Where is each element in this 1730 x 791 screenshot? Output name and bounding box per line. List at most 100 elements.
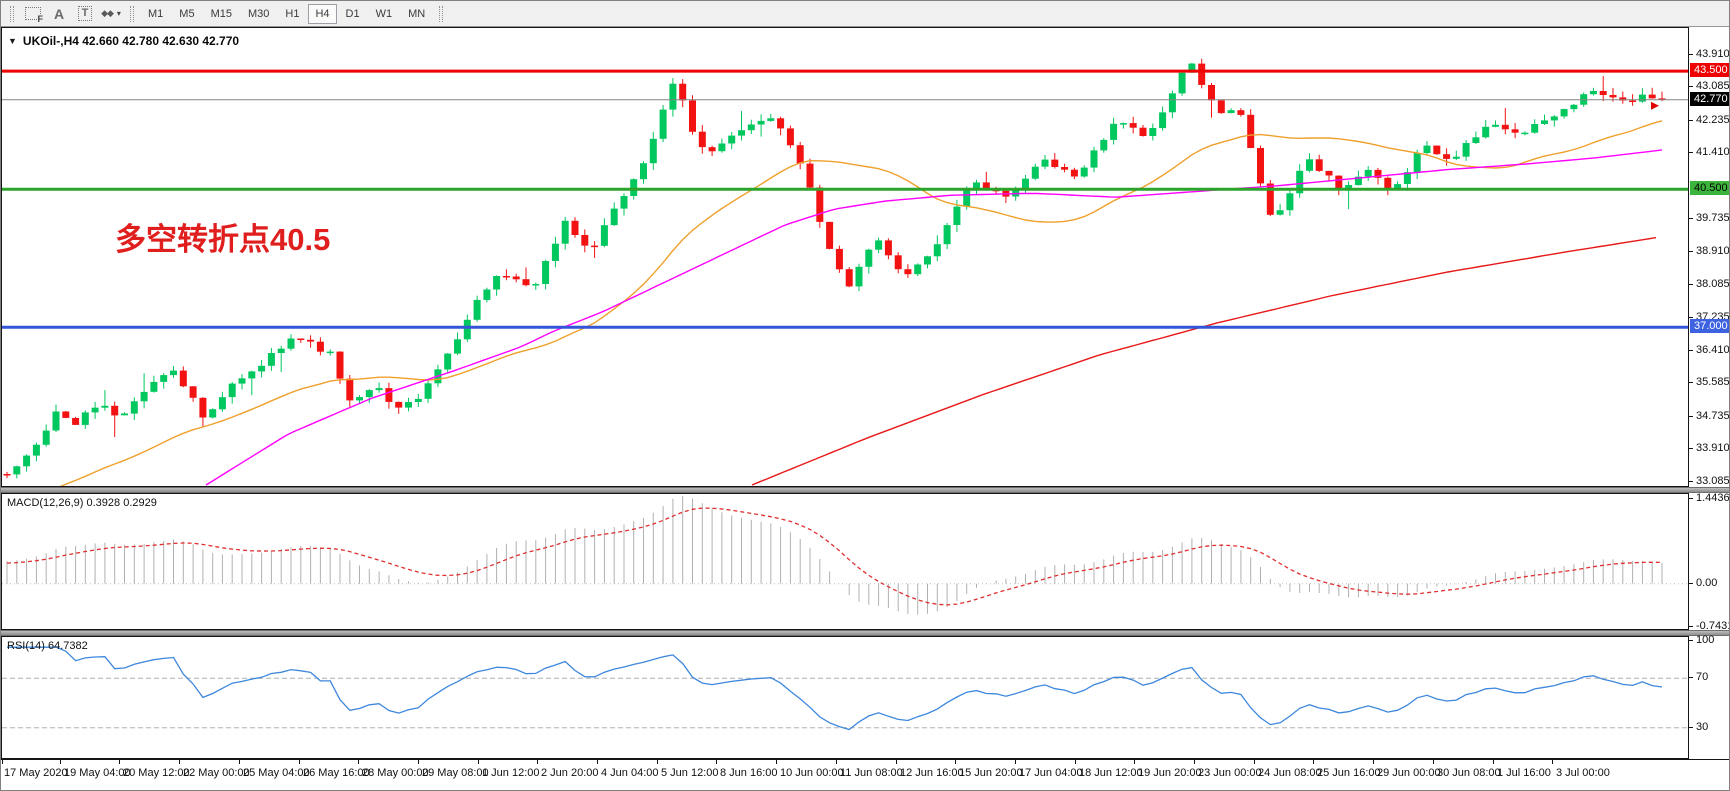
time-tick [1015, 760, 1016, 764]
price-axis[interactable]: 43.910 43.085 42.235 41.410 39.735 38.910 38.0… [1688, 27, 1730, 495]
price-tick-label: 33.910 [1696, 442, 1730, 454]
time-tick [1552, 760, 1553, 764]
time-tick [657, 760, 658, 764]
symbol-ohlc-text: UKOil-,H4 42.660 42.780 42.630 42.770 [22, 34, 240, 48]
toolbar-drag-handle[interactable] [10, 5, 14, 22]
price-tick-label: 38.910 [1696, 245, 1730, 257]
axis-tick [1689, 626, 1693, 627]
time-label: 19 May 04:00 [64, 767, 131, 779]
chart-title[interactable]: ▼ UKOil-,H4 42.660 42.780 42.630 42.770 [8, 34, 239, 48]
time-label: 25 Jun 16:00 [1317, 767, 1381, 779]
rsi-line [7, 646, 1663, 731]
toolbar-separator-2[interactable] [439, 5, 444, 22]
panel-divider[interactable] [1, 487, 1729, 493]
price-tick-label: 36.410 [1696, 344, 1730, 356]
time-tick [418, 760, 419, 764]
timeframe-button-H4[interactable]: H4 [308, 3, 337, 24]
time-tick [537, 760, 538, 764]
price-chart-panel: ▼ UKOil-,H4 42.660 42.780 42.630 42.770 … [1, 27, 1729, 495]
time-tick [1134, 760, 1135, 764]
time-tick [119, 760, 120, 764]
time-label: 4 Jun 04:00 [601, 767, 659, 779]
timeframe-button-M15[interactable]: M15 [204, 4, 239, 24]
axis-tick [1689, 498, 1693, 499]
time-label: 1 Jun 12:00 [482, 767, 540, 779]
timeframe-button-MN[interactable]: MN [401, 4, 432, 24]
macd-signal-line [6, 507, 1663, 606]
time-label: 1 Jul 16:00 [1497, 767, 1551, 779]
current-price-badge: 42.770 [1690, 92, 1729, 106]
axis-tick [1689, 218, 1693, 219]
timeframe-button-D1[interactable]: D1 [339, 4, 367, 24]
time-tick [1194, 760, 1195, 764]
candles-group [3, 58, 1666, 479]
time-label: 23 Jun 00:00 [1198, 767, 1262, 779]
ma-mid-line [205, 149, 1663, 486]
time-tick [597, 760, 598, 764]
text-icon: A [53, 5, 65, 22]
toolbar-separator[interactable] [130, 5, 134, 22]
time-tick [1313, 760, 1314, 764]
time-label: 17 May 2020 [4, 767, 68, 779]
axis-tick [1689, 86, 1693, 87]
fibo-grid-tool-button[interactable]: F [20, 3, 46, 25]
price-tick-label: 43.910 [1696, 48, 1730, 60]
time-axis[interactable]: 17 May 2020 19 May 04:00 20 May 12:00 22 Ma… [1, 759, 1729, 790]
axis-tick [1689, 416, 1693, 417]
axis-tick [1689, 350, 1693, 351]
price-tick-label: 42.235 [1696, 114, 1730, 126]
axis-tick [1689, 120, 1693, 121]
time-tick [955, 760, 956, 764]
timeframe-group: M1 M5 M15 M30 H1 H4 D1 W1 MN [140, 3, 433, 24]
time-tick [1493, 760, 1494, 764]
text-label-icon: T [77, 6, 93, 21]
time-tick [1254, 760, 1255, 764]
time-label: 29 May 08:00 [422, 767, 489, 779]
timeframe-button-M30[interactable]: M30 [241, 4, 276, 24]
time-label: 26 May 16:00 [303, 767, 370, 779]
time-tick [896, 760, 897, 764]
rsi-tick-label: 100 [1696, 634, 1715, 646]
time-label: 2 Jun 20:00 [541, 767, 599, 779]
fibo-grid-icon: F [25, 7, 43, 24]
rsi-canvas[interactable] [2, 637, 1688, 758]
chart-annotation-text: 多空转折点40.5 [115, 222, 331, 257]
timeframe-button-H1[interactable]: H1 [278, 4, 306, 24]
price-tick-label: 34.735 [1696, 410, 1730, 422]
time-tick [358, 760, 359, 764]
arrows-tool-button[interactable]: ◆◆ ▾ [98, 3, 124, 25]
time-label: 10 Jun 00:00 [780, 767, 844, 779]
axis-tick [1689, 152, 1693, 153]
time-tick [1075, 760, 1076, 764]
time-tick [239, 760, 240, 764]
chevron-down-icon: ▾ [116, 9, 121, 18]
text-tool-button[interactable]: A [46, 3, 72, 25]
timeframe-button-M1[interactable]: M1 [141, 4, 170, 24]
symbol-dropdown-icon[interactable]: ▼ [8, 36, 17, 46]
time-tick [716, 760, 717, 764]
axis-tick [1689, 727, 1693, 728]
axis-tick [1689, 382, 1693, 383]
axis-tick [1689, 640, 1693, 641]
axis-tick [1689, 284, 1693, 285]
time-tick [478, 760, 479, 764]
time-tick [299, 760, 300, 764]
ma-slow-line [751, 236, 1657, 486]
axis-tick [1689, 251, 1693, 252]
macd-panel: MACD(12,26,9) 0.3928 0.2929 1.4436 0.00 -0… [1, 492, 1729, 632]
price-tick-label: 38.085 [1696, 278, 1730, 290]
panel-divider[interactable] [1, 630, 1729, 636]
time-label: 22 May 00:00 [183, 767, 250, 779]
rsi-tick-label: 30 [1696, 721, 1709, 733]
timeframe-button-M5[interactable]: M5 [172, 4, 201, 24]
time-tick [1373, 760, 1374, 764]
time-label: 28 May 00:00 [362, 767, 429, 779]
main-chart-canvas[interactable] [2, 28, 1688, 486]
rsi-axis[interactable]: 10070300 [1688, 634, 1729, 770]
price-tick-label: 41.410 [1696, 146, 1730, 158]
macd-canvas[interactable] [2, 494, 1688, 629]
timeframe-button-W1[interactable]: W1 [369, 4, 400, 24]
macd-axis[interactable]: 1.4436 0.00 -0.7431 [1688, 492, 1729, 632]
axis-tick [1689, 448, 1693, 449]
text-label-tool-button[interactable]: T [72, 3, 98, 25]
